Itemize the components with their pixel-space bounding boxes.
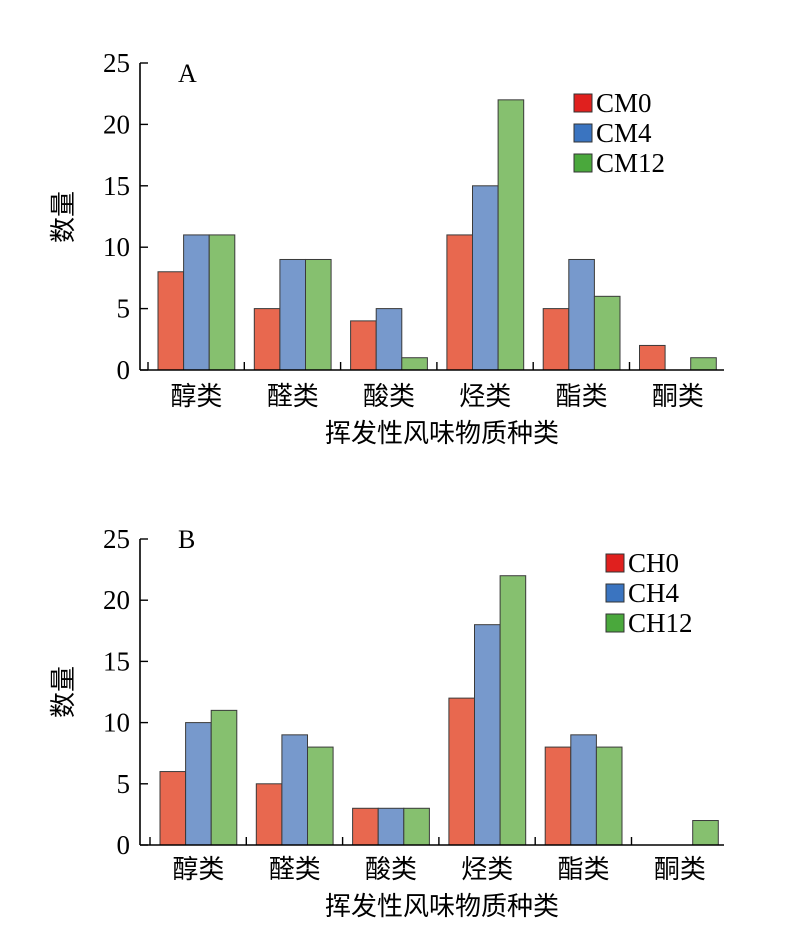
y-tick-label: 20 bbox=[103, 109, 130, 139]
bar-cm4-4 bbox=[568, 258, 595, 371]
bar-ch4-2 bbox=[377, 807, 405, 846]
bar-cm12-2 bbox=[401, 357, 428, 371]
bar-cm12-5 bbox=[690, 357, 717, 371]
legend-label-cm12: CM12 bbox=[596, 148, 665, 178]
bar-cm0-1 bbox=[253, 308, 281, 371]
y-axis-title: 数量 bbox=[49, 666, 79, 718]
x-category-label: 醇类 bbox=[170, 382, 222, 412]
y-tick-label: 0 bbox=[117, 830, 131, 860]
bar-cm0-5 bbox=[639, 344, 666, 371]
y-tick-label: 15 bbox=[103, 646, 130, 676]
x-category-label: 酸类 bbox=[365, 855, 417, 885]
bar-cm4-3 bbox=[472, 185, 499, 371]
y-tick-label: 20 bbox=[103, 585, 130, 615]
legend-swatch-cm0 bbox=[573, 93, 593, 113]
x-axis-title: 挥发性风味物质种类 bbox=[325, 892, 559, 922]
x-category-label: 烃类 bbox=[461, 855, 513, 885]
y-tick-label: 15 bbox=[103, 171, 130, 201]
bar-cm4-0 bbox=[183, 234, 210, 371]
y-tick-label: 5 bbox=[117, 769, 131, 799]
legend-swatch-ch4 bbox=[605, 583, 625, 603]
x-category-label: 醛类 bbox=[267, 382, 319, 412]
bar-ch4-0 bbox=[185, 722, 212, 846]
bar-cm0-0 bbox=[157, 271, 185, 371]
bar-ch12-5 bbox=[692, 820, 719, 846]
bar-cm12-4 bbox=[593, 295, 621, 371]
legend-label-ch4: CH4 bbox=[628, 578, 680, 608]
bar-cm0-3 bbox=[446, 234, 473, 371]
y-tick-label: 25 bbox=[103, 524, 130, 554]
bar-ch4-3 bbox=[474, 624, 501, 846]
y-tick-label: 10 bbox=[103, 708, 130, 738]
y-tick-label: 25 bbox=[103, 48, 130, 78]
bar-ch12-3 bbox=[499, 575, 527, 846]
bar-cm0-2 bbox=[350, 320, 377, 371]
bar-ch0-2 bbox=[352, 807, 379, 846]
x-category-label: 醛类 bbox=[269, 855, 321, 885]
bar-ch0-1 bbox=[255, 783, 283, 846]
bar-ch12-2 bbox=[403, 807, 430, 846]
bar-ch4-4 bbox=[570, 734, 597, 846]
bar-ch12-1 bbox=[307, 746, 334, 846]
x-category-label: 酮类 bbox=[652, 382, 704, 412]
bar-cm12-3 bbox=[497, 99, 525, 371]
x-axis-title: 挥发性风味物质种类 bbox=[325, 419, 559, 449]
y-tick-label: 0 bbox=[117, 355, 131, 385]
panel-label: B bbox=[178, 525, 195, 554]
bar-ch0-4 bbox=[544, 746, 572, 846]
x-category-label: 酯类 bbox=[558, 855, 610, 885]
legend-label-cm0: CM0 bbox=[596, 88, 652, 118]
bar-ch12-4 bbox=[595, 746, 623, 846]
legend-label-ch0: CH0 bbox=[628, 548, 679, 578]
legend-swatch-ch0 bbox=[605, 553, 625, 573]
legend-swatch-cm12 bbox=[573, 153, 593, 173]
x-category-label: 酯类 bbox=[556, 382, 608, 412]
bar-cm12-0 bbox=[208, 234, 236, 371]
legend-swatch-ch12 bbox=[605, 613, 625, 633]
bar-ch0-3 bbox=[448, 697, 475, 846]
y-tick-label: 10 bbox=[103, 232, 130, 262]
bar-ch12-0 bbox=[210, 709, 238, 846]
legend-label-ch12: CH12 bbox=[628, 608, 693, 638]
bar-cm4-1 bbox=[279, 258, 306, 371]
x-category-label: 烃类 bbox=[459, 382, 511, 412]
x-category-label: 酸类 bbox=[363, 382, 415, 412]
legend-label-cm4: CM4 bbox=[596, 118, 652, 148]
bar-ch4-1 bbox=[281, 734, 308, 846]
panel-label: A bbox=[178, 59, 197, 88]
legend-swatch-cm4 bbox=[573, 123, 593, 143]
bar-cm0-4 bbox=[542, 308, 570, 371]
x-category-label: 醇类 bbox=[172, 855, 224, 885]
bar-cm12-1 bbox=[305, 258, 332, 371]
bar-cm4-2 bbox=[375, 308, 403, 371]
bar-ch0-0 bbox=[159, 771, 187, 846]
x-category-label: 酮类 bbox=[654, 855, 706, 885]
y-tick-label: 5 bbox=[117, 294, 131, 324]
y-axis-title: 数量 bbox=[49, 191, 79, 243]
